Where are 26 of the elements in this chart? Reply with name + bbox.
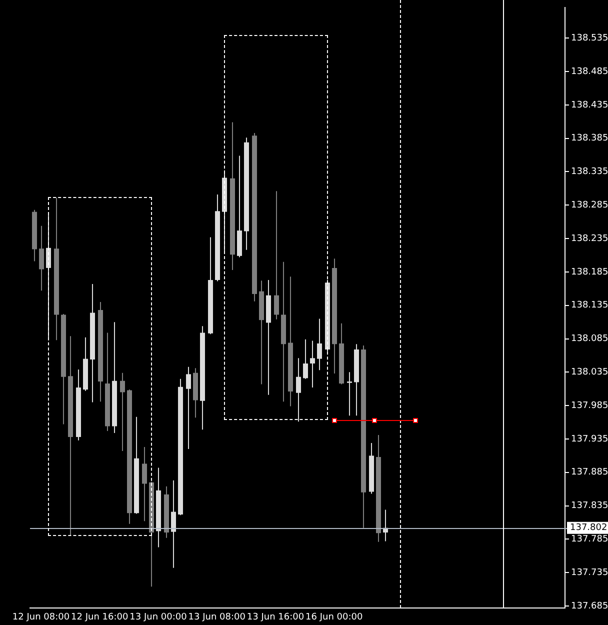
y-tick-label: 138.085 — [571, 334, 608, 344]
x-tick-label: 13 Jun 16:00 — [246, 612, 304, 623]
y-tick-label: 138.485 — [571, 66, 608, 77]
x-tick-label: 12 Jun 16:00 — [71, 612, 128, 623]
candlestick — [347, 372, 352, 416]
y-tick-label: 138.285 — [571, 200, 608, 210]
y-tick-label: 138.535 — [571, 33, 608, 44]
y-tick-label: 138.335 — [571, 167, 608, 178]
y-tick-label: 137.885 — [571, 468, 608, 478]
y-tick-label: 137.685 — [571, 601, 608, 612]
y-tick-label: 137.785 — [571, 534, 608, 545]
x-tick-label: 16 Jun 00:00 — [306, 612, 363, 623]
y-tick-label: 137.735 — [571, 568, 608, 578]
y-tick-label: 138.435 — [571, 100, 608, 110]
y-tick-label: 137.835 — [571, 501, 608, 512]
x-tick-label: 12 Jun 08:00 — [12, 612, 70, 623]
x-tick-label: 13 Jun 00:00 — [130, 612, 188, 623]
y-tick-label: 138.135 — [571, 300, 608, 311]
y-tick-label: 138.235 — [571, 234, 608, 244]
y-tick-label: 138.035 — [571, 368, 608, 378]
y-tick-label: 138.185 — [571, 267, 608, 278]
y-tick-label: 138.385 — [571, 134, 608, 144]
ref-line-label: 137.802 — [570, 523, 608, 534]
y-tick-label: 137.985 — [571, 400, 608, 411]
x-tick-label: 13 Jun 08:00 — [188, 612, 246, 623]
y-tick-label: 137.935 — [571, 434, 608, 444]
